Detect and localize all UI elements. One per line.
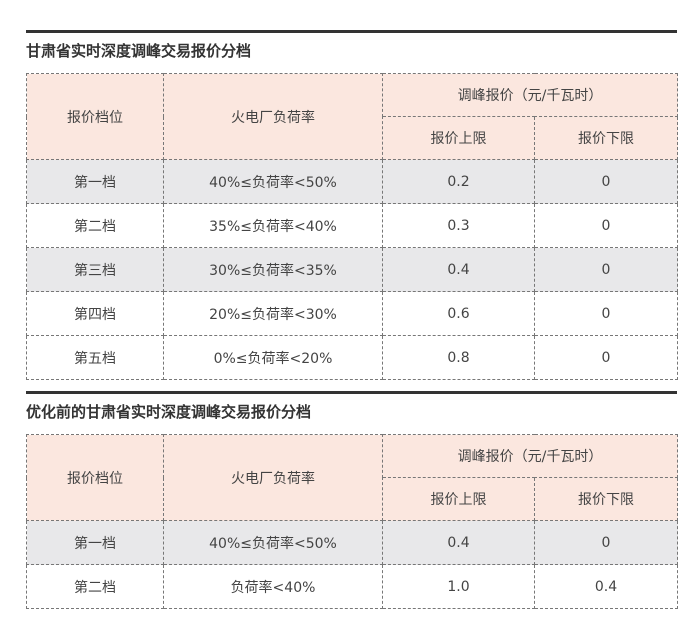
cell-load-rate: 负荷率<40% <box>163 564 383 609</box>
section-rule <box>26 391 677 394</box>
cell-load-rate: 40%≤负荷率<50% <box>163 520 383 565</box>
cell-load-rate: 40%≤负荷率<50% <box>163 159 383 204</box>
cell-tier: 第三档 <box>26 247 164 292</box>
table-row: 第二档 35%≤负荷率<40% 0.3 0 <box>26 203 678 248</box>
cell-load-rate: 0%≤负荷率<20% <box>163 335 383 380</box>
cell-upper-limit: 0.6 <box>382 291 535 336</box>
header-price-group: 调峰报价（元/千瓦时） <box>382 73 678 117</box>
header-price-group: 调峰报价（元/千瓦时） <box>382 434 678 478</box>
cell-load-rate: 35%≤负荷率<40% <box>163 203 383 248</box>
table-row: 第一档 40%≤负荷率<50% 0.4 0 <box>26 520 678 565</box>
header-row: 报价上限 报价下限 <box>27 477 678 521</box>
cell-lower-limit: 0 <box>534 159 678 204</box>
cell-tier: 第二档 <box>26 203 164 248</box>
table-row: 第四档 20%≤负荷率<30% 0.6 0 <box>26 291 678 336</box>
header-load-rate: 火电厂负荷率 <box>163 73 383 160</box>
header-lower-limit: 报价下限 <box>534 116 678 160</box>
table-title: 优化前的甘肃省实时深度调峰交易报价分档 <box>26 403 312 421</box>
cell-upper-limit: 1.0 <box>382 564 535 609</box>
section-rule <box>26 30 677 33</box>
header-upper-limit: 报价上限 <box>382 477 535 521</box>
cell-lower-limit: 0 <box>534 247 678 292</box>
cell-lower-limit: 0 <box>534 291 678 336</box>
cell-tier: 第四档 <box>26 291 164 336</box>
cell-load-rate: 20%≤负荷率<30% <box>163 291 383 336</box>
price-tier-table: 报价档位 火电厂负荷率 调峰报价（元/千瓦时） 报价上限 报价下限 第一档 40%≤负荷率<… <box>26 73 678 380</box>
table-row: 第五档 0%≤负荷率<20% 0.8 0 <box>26 335 678 380</box>
cell-upper-limit: 0.4 <box>382 520 535 565</box>
header-tier: 报价档位 <box>26 434 164 521</box>
table-row: 第二档 负荷率<40% 1.0 0.4 <box>26 564 678 609</box>
cell-tier: 第二档 <box>26 564 164 609</box>
cell-tier: 第一档 <box>26 520 164 565</box>
cell-lower-limit: 0 <box>534 520 678 565</box>
header-row: 报价上限 报价下限 <box>27 116 678 160</box>
cell-tier: 第一档 <box>26 159 164 204</box>
header-row: 报价档位 火电厂负荷率 调峰报价（元/千瓦时） <box>26 73 678 160</box>
table-title: 甘肃省实时深度调峰交易报价分档 <box>26 42 252 60</box>
header-load-rate: 火电厂负荷率 <box>163 434 383 521</box>
table-row: 第三档 30%≤负荷率<35% 0.4 0 <box>26 247 678 292</box>
section-before-optimization: 优化前的甘肃省实时深度调峰交易报价分档报价档位 火电厂负荷率 调峰报价（元/千瓦时）… <box>26 391 678 609</box>
cell-tier: 第五档 <box>26 335 164 380</box>
header-tier: 报价档位 <box>26 73 164 160</box>
price-tier-table: 报价档位 火电厂负荷率 调峰报价（元/千瓦时） 报价上限 报价下限 第一档 40%≤负荷率<… <box>26 434 678 609</box>
cell-upper-limit: 0.3 <box>382 203 535 248</box>
cell-load-rate: 30%≤负荷率<35% <box>163 247 383 292</box>
header-upper-limit: 报价上限 <box>382 116 535 160</box>
section-current: 甘肃省实时深度调峰交易报价分档报价档位 火电厂负荷率 调峰报价（元/千瓦时） 报价上限… <box>26 30 678 380</box>
header-row: 报价档位 火电厂负荷率 调峰报价（元/千瓦时） <box>26 434 678 521</box>
cell-lower-limit: 0 <box>534 203 678 248</box>
cell-upper-limit: 0.4 <box>382 247 535 292</box>
header-lower-limit: 报价下限 <box>534 477 678 521</box>
cell-upper-limit: 0.8 <box>382 335 535 380</box>
cell-lower-limit: 0.4 <box>534 564 678 609</box>
cell-lower-limit: 0 <box>534 335 678 380</box>
cell-upper-limit: 0.2 <box>382 159 535 204</box>
table-row: 第一档 40%≤负荷率<50% 0.2 0 <box>26 159 678 204</box>
